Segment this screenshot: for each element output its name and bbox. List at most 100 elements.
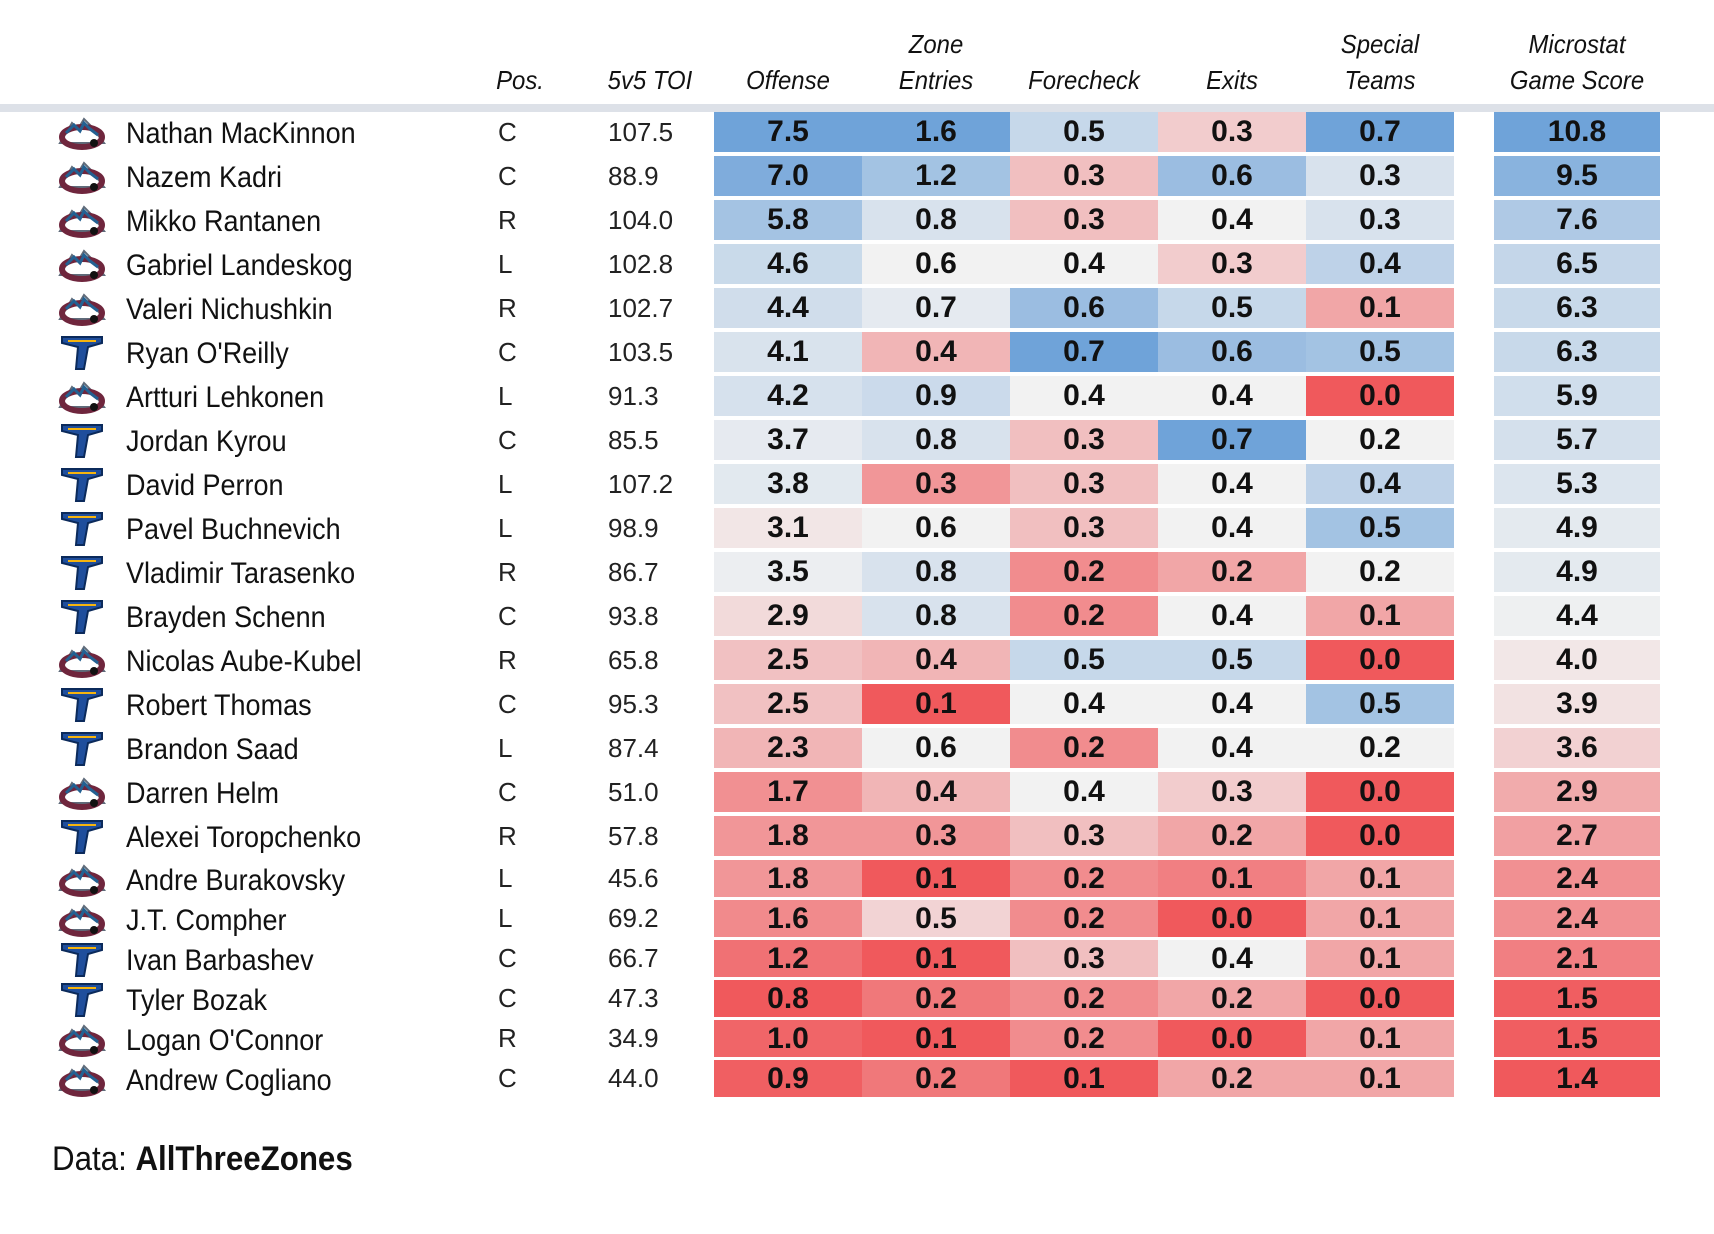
player-toi: 85.5 (608, 425, 659, 455)
cell-forecheck: 0.1 (1010, 1060, 1158, 1097)
cell-entries: 0.4 (862, 332, 1010, 372)
cell-gamescore: 4.4 (1494, 596, 1660, 636)
cell-exits: 0.2 (1158, 1060, 1306, 1097)
st-louis-blues-logo-icon (58, 729, 106, 767)
cell-offense: 7.0 (714, 156, 862, 196)
cell-special: 0.0 (1306, 816, 1454, 856)
cell-gamescore: 1.4 (1494, 1060, 1660, 1097)
table-row: Nathan MacKinnon C 107.5 7.5 1.6 0.5 0.3 0.7 10.… (0, 112, 1714, 152)
cell-entries: 0.8 (862, 420, 1010, 460)
cell-forecheck: 0.2 (1010, 860, 1158, 897)
cell-gamescore: 4.9 (1494, 508, 1660, 548)
cell-gamescore: 2.9 (1494, 772, 1660, 812)
cell-exits: 0.3 (1158, 244, 1306, 284)
colorado-avalanche-logo-icon (58, 201, 106, 239)
cell-entries: 0.1 (862, 684, 1010, 724)
table-row: Artturi Lehkonen L 91.3 4.2 0.9 0.4 0.4 0.0 5.9 (0, 376, 1714, 416)
table-row: Logan O'Connor R 34.9 1.0 0.1 0.2 0.0 0.1 1.5 (0, 1020, 1714, 1057)
cell-gamescore: 6.3 (1494, 332, 1660, 372)
cell-forecheck: 0.2 (1010, 980, 1158, 1017)
header-special-teams: Special Teams (1340, 29, 1420, 95)
cell-offense: 1.2 (714, 940, 862, 977)
player-toi: 103.5 (608, 337, 674, 367)
header-forecheck: Forecheck (1028, 65, 1140, 95)
cell-gamescore: 9.5 (1494, 156, 1660, 196)
cell-entries: 0.5 (862, 900, 1010, 937)
cell-entries: 0.9 (862, 376, 1010, 416)
colorado-avalanche-logo-icon (58, 1020, 106, 1058)
header-divider (0, 104, 1714, 112)
cell-offense: 3.5 (714, 552, 862, 592)
player-position: R (498, 821, 517, 851)
cell-gamescore: 1.5 (1494, 1020, 1660, 1057)
cell-special: 0.5 (1306, 332, 1454, 372)
cell-special: 0.7 (1306, 112, 1454, 152)
cell-exits: 0.4 (1158, 684, 1306, 724)
cell-offense: 2.9 (714, 596, 862, 636)
player-position: L (498, 903, 513, 933)
cell-offense: 2.3 (714, 728, 862, 768)
st-louis-blues-logo-icon (58, 421, 106, 459)
cell-entries: 0.3 (862, 464, 1010, 504)
cell-exits: 0.3 (1158, 112, 1306, 152)
cell-exits: 0.5 (1158, 288, 1306, 328)
table-row: Nazem Kadri C 88.9 7.0 1.2 0.3 0.6 0.3 9.5 (0, 156, 1714, 196)
cell-offense: 2.5 (714, 684, 862, 724)
table-row: Darren Helm C 51.0 1.7 0.4 0.4 0.3 0.0 2.9 (0, 772, 1714, 812)
table-header: Pos. 5v5 TOI Offense Zone Entries Foreche… (0, 0, 1714, 104)
source-name: AllThreeZones (135, 1140, 353, 1178)
player-position: L (498, 863, 513, 893)
table-row: David Perron L 107.2 3.8 0.3 0.3 0.4 0.4 5.3 (0, 464, 1714, 504)
cell-exits: 0.2 (1158, 816, 1306, 856)
cell-forecheck: 0.4 (1010, 244, 1158, 284)
player-name: Mikko Rantanen (126, 205, 322, 238)
cell-offense: 4.2 (714, 376, 862, 416)
cell-gamescore: 7.6 (1494, 200, 1660, 240)
cell-entries: 0.2 (862, 1060, 1010, 1097)
player-position: C (498, 943, 517, 973)
cell-special: 0.1 (1306, 1020, 1454, 1057)
colorado-avalanche-logo-icon (58, 113, 106, 151)
player-position: L (498, 249, 513, 279)
cell-special: 0.0 (1306, 772, 1454, 812)
player-name: Andrew Cogliano (126, 1064, 332, 1097)
cell-forecheck: 0.2 (1010, 728, 1158, 768)
cell-offense: 4.6 (714, 244, 862, 284)
player-name: Artturi Lehkonen (126, 381, 325, 414)
cell-entries: 0.6 (862, 728, 1010, 768)
player-toi: 86.7 (608, 557, 659, 587)
cell-exits: 0.4 (1158, 940, 1306, 977)
player-toi: 44.0 (608, 1063, 659, 1093)
player-toi: 91.3 (608, 381, 659, 411)
cell-exits: 0.4 (1158, 596, 1306, 636)
table-row: Brayden Schenn C 93.8 2.9 0.8 0.2 0.4 0.1 4.4 (0, 596, 1714, 636)
player-toi: 69.2 (608, 903, 659, 933)
header-exits: Exits (1206, 65, 1258, 95)
player-position: L (498, 381, 513, 411)
colorado-avalanche-logo-icon (58, 1060, 106, 1098)
cell-exits: 0.0 (1158, 900, 1306, 937)
cell-forecheck: 0.3 (1010, 200, 1158, 240)
cell-gamescore: 2.4 (1494, 860, 1660, 897)
cell-gamescore: 2.7 (1494, 816, 1660, 856)
cell-exits: 0.3 (1158, 772, 1306, 812)
cell-entries: 0.4 (862, 640, 1010, 680)
cell-exits: 0.4 (1158, 376, 1306, 416)
player-name: J.T. Compher (126, 904, 287, 937)
colorado-avalanche-logo-icon (58, 900, 106, 938)
player-position: R (498, 557, 517, 587)
player-position: R (498, 1023, 517, 1053)
cell-offense: 0.8 (714, 980, 862, 1017)
cell-entries: 0.6 (862, 508, 1010, 548)
cell-forecheck: 0.2 (1010, 1020, 1158, 1057)
source-label: Data: (52, 1140, 127, 1178)
header-zone-entries: Zone Entries (898, 29, 974, 95)
colorado-avalanche-logo-icon (58, 641, 106, 679)
player-name: Tyler Bozak (126, 984, 268, 1017)
cell-special: 0.2 (1306, 728, 1454, 768)
cell-exits: 0.6 (1158, 332, 1306, 372)
cell-exits: 0.4 (1158, 508, 1306, 548)
cell-offense: 0.9 (714, 1060, 862, 1097)
cell-forecheck: 0.2 (1010, 900, 1158, 937)
cell-forecheck: 0.2 (1010, 596, 1158, 636)
